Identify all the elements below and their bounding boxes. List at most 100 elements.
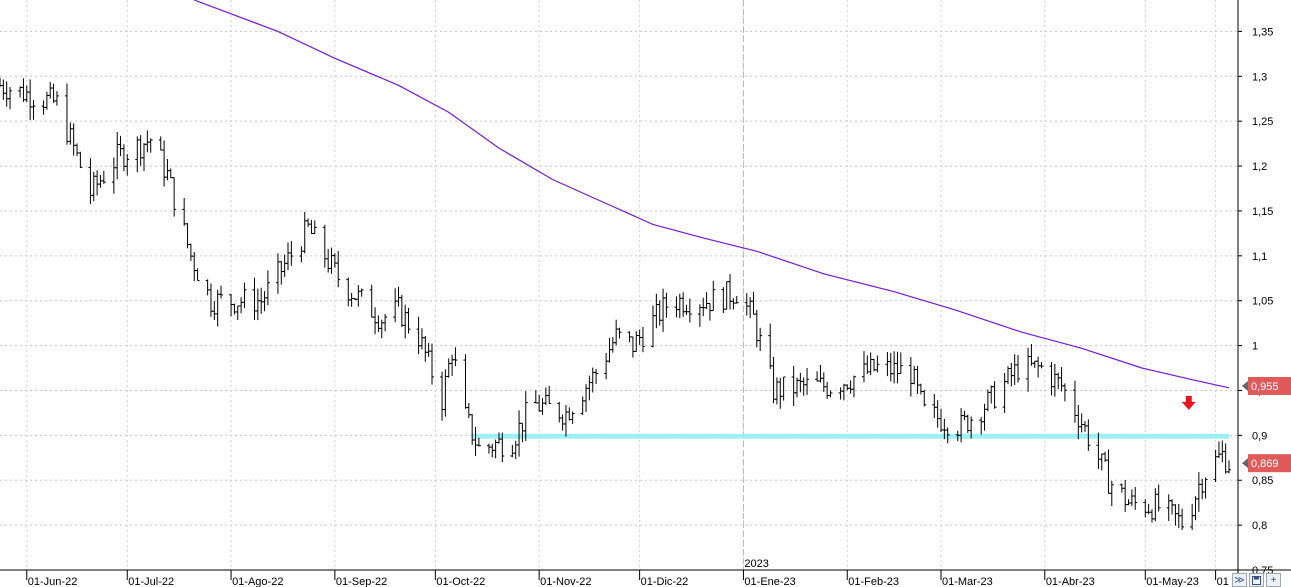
ohlc-bar bbox=[138, 135, 143, 166]
ohlc-bar bbox=[373, 307, 378, 335]
ohlc-bar bbox=[828, 390, 833, 398]
ohlc-bar bbox=[1039, 361, 1044, 369]
ohlc-bar bbox=[1032, 360, 1037, 368]
ohlc-bar bbox=[172, 177, 177, 217]
x-tick-label: 01-Jun-22 bbox=[28, 576, 78, 587]
ohlc-bar bbox=[423, 336, 428, 362]
ohlc-bar bbox=[302, 211, 307, 254]
ohlc-bar bbox=[135, 136, 140, 173]
ohlc-bar bbox=[168, 168, 173, 179]
ohlc-bar bbox=[262, 291, 267, 312]
ohlc-bar bbox=[1079, 413, 1084, 433]
ohlc-bar bbox=[416, 316, 421, 355]
ohlc-bar bbox=[892, 351, 897, 384]
ohlc-bar bbox=[312, 220, 317, 235]
down-arrow-icon bbox=[1181, 395, 1196, 410]
x-tick-label: 01-Oct-22 bbox=[436, 576, 485, 587]
ohlc-bar bbox=[1143, 499, 1148, 518]
ohlc-bar bbox=[895, 351, 900, 384]
ohlc-bar bbox=[115, 131, 120, 180]
ohlc-bar bbox=[101, 170, 106, 184]
ohlc-bar bbox=[1109, 480, 1114, 507]
ohlc-bar bbox=[818, 364, 823, 383]
ohlc-bar bbox=[845, 384, 850, 391]
x-tick-label: 01-May-23 bbox=[1146, 576, 1199, 587]
ohlc-bar bbox=[1106, 449, 1111, 494]
ohlc-bar bbox=[188, 243, 193, 261]
ohlc-bar bbox=[1026, 347, 1031, 392]
ohlc-bar bbox=[399, 294, 404, 328]
ohlc-bar bbox=[510, 444, 515, 458]
ohlc-bar bbox=[1086, 419, 1091, 451]
ohlc-bar bbox=[634, 331, 639, 352]
ohlc-bar bbox=[1149, 509, 1154, 523]
ohlc-bar bbox=[540, 398, 545, 415]
ohlc-bar bbox=[744, 293, 749, 316]
y-tick-label: 1,15 bbox=[1252, 206, 1273, 218]
plus-icon[interactable]: + bbox=[1266, 573, 1281, 587]
ohlc-bar bbox=[939, 408, 944, 433]
double-chevron-icon[interactable]: ≫ bbox=[1232, 573, 1247, 587]
ohlc-bar bbox=[1029, 343, 1034, 366]
y-tick-label: 1,35 bbox=[1252, 26, 1273, 38]
ohlc-bar bbox=[205, 279, 210, 296]
ohlc-bar bbox=[1072, 380, 1077, 423]
ohlc-bar bbox=[71, 123, 76, 156]
ohlc-bar bbox=[336, 251, 341, 288]
ohlc-bar bbox=[918, 383, 923, 395]
ohlc-bar bbox=[75, 143, 80, 156]
ohlc-bar bbox=[195, 268, 200, 282]
ohlc-bar bbox=[979, 417, 984, 435]
ohlc-bar bbox=[651, 305, 656, 348]
ohlc-bar bbox=[322, 224, 327, 268]
ohlc-bar bbox=[440, 371, 445, 421]
ohlc-bar bbox=[610, 337, 615, 353]
ohlc-bar bbox=[982, 403, 987, 431]
ohlc-bar bbox=[141, 143, 146, 172]
ohlc-bar bbox=[88, 158, 93, 205]
ohlc-bar bbox=[751, 291, 756, 315]
ohlc-bar bbox=[1123, 479, 1128, 512]
ohlc-bar bbox=[68, 122, 73, 145]
ohlc-bar bbox=[356, 285, 361, 307]
ohlc-bar bbox=[476, 437, 481, 447]
ohlc-bar bbox=[908, 357, 913, 397]
ohlc-bar bbox=[945, 427, 950, 444]
y-tick-label: 0,9 bbox=[1252, 430, 1267, 442]
ohlc-bar bbox=[868, 352, 873, 376]
ohlc-bar bbox=[329, 247, 334, 274]
ohlc-bar bbox=[48, 82, 53, 99]
ohlc-bar bbox=[359, 288, 364, 297]
ohlc-bar bbox=[875, 355, 880, 373]
ohlc-bar bbox=[259, 287, 264, 314]
ohlc-bar bbox=[31, 100, 36, 120]
ohlc-bar bbox=[771, 356, 776, 404]
save-icon[interactable] bbox=[1249, 573, 1264, 587]
ohlc-bar bbox=[661, 288, 666, 332]
ohlc-bar bbox=[865, 355, 870, 374]
ohlc-bar bbox=[567, 407, 572, 421]
ohlc-bar bbox=[848, 380, 853, 394]
ohlc-bar bbox=[349, 293, 354, 307]
ohlc-bar bbox=[798, 372, 803, 393]
ohlc-bar bbox=[590, 367, 595, 393]
value-labels: 0,955 0,869 bbox=[1242, 376, 1291, 473]
ohlc-bar bbox=[758, 327, 763, 351]
ohlc-bar bbox=[215, 289, 220, 327]
ohlc-bar bbox=[728, 274, 733, 310]
ohlc-bar bbox=[229, 293, 234, 317]
ohlc-bar bbox=[922, 389, 927, 407]
ohlc-bar bbox=[537, 394, 542, 412]
ohlc-bar bbox=[111, 157, 116, 194]
ohlc-bar bbox=[279, 260, 284, 285]
year-label: 2023 bbox=[744, 558, 768, 570]
ohlc-bar bbox=[1016, 355, 1021, 383]
last-price-label: 0,869 bbox=[1242, 454, 1291, 473]
x-tick-label: 01-Abr-23 bbox=[1046, 576, 1095, 587]
ohlc-bar bbox=[219, 285, 224, 299]
ohlc-bar bbox=[888, 352, 893, 382]
ohlc-bar bbox=[684, 304, 689, 315]
ohlc-bar bbox=[1129, 489, 1134, 507]
ohlc-bar bbox=[145, 130, 150, 153]
ohlc-bar bbox=[500, 432, 505, 463]
